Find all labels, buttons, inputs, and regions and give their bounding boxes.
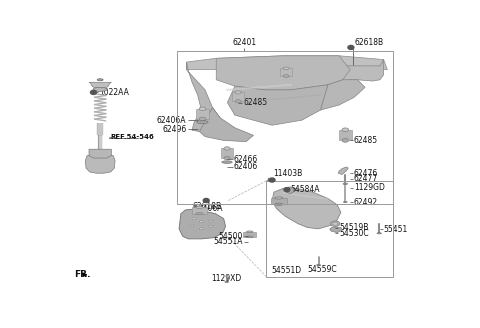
Bar: [271, 198, 287, 204]
Ellipse shape: [224, 147, 230, 150]
Ellipse shape: [331, 221, 340, 227]
Ellipse shape: [200, 221, 203, 223]
Text: 54519B: 54519B: [339, 223, 368, 232]
Ellipse shape: [192, 218, 196, 220]
Bar: [280, 69, 292, 76]
Text: 55451: 55451: [384, 225, 408, 234]
Text: 62406A: 62406A: [193, 204, 223, 213]
Text: 62485: 62485: [354, 136, 378, 145]
Ellipse shape: [342, 128, 348, 132]
Polygon shape: [228, 85, 328, 125]
Polygon shape: [200, 108, 253, 142]
Text: 62618B: 62618B: [192, 202, 221, 211]
Ellipse shape: [317, 264, 321, 266]
Ellipse shape: [196, 213, 203, 215]
Text: 54584A: 54584A: [290, 185, 320, 194]
Ellipse shape: [93, 87, 107, 92]
Bar: [177, 51, 393, 203]
Polygon shape: [338, 167, 348, 174]
Ellipse shape: [267, 180, 270, 181]
Bar: [192, 207, 207, 214]
Ellipse shape: [235, 91, 241, 94]
Ellipse shape: [275, 203, 283, 205]
Text: 1129XD: 1129XD: [212, 274, 242, 283]
Circle shape: [203, 198, 209, 202]
Ellipse shape: [200, 122, 204, 123]
Ellipse shape: [246, 236, 253, 238]
Ellipse shape: [377, 233, 382, 234]
Polygon shape: [89, 149, 111, 158]
Text: 54530C: 54530C: [339, 229, 369, 238]
Circle shape: [348, 45, 354, 50]
Ellipse shape: [197, 121, 208, 124]
Text: 62476: 62476: [354, 169, 378, 178]
Ellipse shape: [275, 197, 283, 199]
Ellipse shape: [225, 281, 228, 282]
Polygon shape: [85, 155, 115, 173]
Text: 54551D: 54551D: [272, 266, 302, 275]
Bar: [196, 109, 209, 119]
Ellipse shape: [288, 188, 292, 192]
Bar: [243, 232, 256, 237]
Ellipse shape: [199, 117, 206, 121]
Polygon shape: [89, 82, 111, 89]
Text: 1129GD: 1129GD: [354, 183, 385, 192]
Ellipse shape: [225, 162, 229, 163]
Ellipse shape: [222, 161, 232, 163]
Ellipse shape: [333, 222, 338, 225]
Polygon shape: [272, 188, 341, 229]
Bar: [338, 130, 352, 140]
Text: 62466: 62466: [234, 155, 258, 164]
Text: 62401: 62401: [232, 38, 256, 47]
Polygon shape: [321, 80, 365, 110]
Polygon shape: [216, 56, 350, 90]
Ellipse shape: [283, 67, 289, 70]
Ellipse shape: [97, 79, 103, 81]
Ellipse shape: [190, 225, 194, 227]
Ellipse shape: [200, 228, 203, 230]
Circle shape: [91, 91, 96, 94]
Text: 1022AA: 1022AA: [99, 88, 129, 97]
Ellipse shape: [209, 225, 213, 227]
Polygon shape: [330, 228, 343, 233]
Text: 62406A: 62406A: [157, 116, 186, 125]
Circle shape: [269, 178, 275, 182]
Circle shape: [284, 188, 290, 192]
Ellipse shape: [349, 48, 353, 49]
Text: 62485: 62485: [243, 98, 267, 107]
Ellipse shape: [283, 75, 289, 77]
Ellipse shape: [224, 156, 230, 160]
Ellipse shape: [342, 138, 348, 142]
Text: 54559C: 54559C: [308, 265, 337, 274]
Text: 62477: 62477: [354, 174, 378, 183]
Bar: [266, 181, 393, 277]
Text: 62492: 62492: [354, 197, 378, 207]
Text: 62406: 62406: [234, 162, 258, 172]
Ellipse shape: [209, 220, 213, 222]
Polygon shape: [179, 209, 226, 239]
Ellipse shape: [235, 100, 241, 103]
Text: 62618B: 62618B: [355, 38, 384, 47]
Bar: [221, 149, 233, 158]
Text: REF.54-546: REF.54-546: [110, 133, 154, 140]
Ellipse shape: [286, 187, 294, 193]
Ellipse shape: [199, 107, 206, 111]
Text: 54500: 54500: [219, 232, 243, 241]
Ellipse shape: [196, 206, 203, 208]
Polygon shape: [186, 56, 387, 70]
Text: 11403B: 11403B: [273, 169, 302, 178]
Polygon shape: [321, 60, 384, 87]
Ellipse shape: [343, 183, 348, 185]
Ellipse shape: [344, 201, 347, 203]
Polygon shape: [186, 62, 220, 132]
Text: FR.: FR.: [74, 270, 91, 279]
Ellipse shape: [246, 231, 253, 233]
Bar: [232, 92, 244, 101]
Text: 62496: 62496: [162, 125, 186, 133]
Text: 54551A: 54551A: [214, 237, 243, 246]
